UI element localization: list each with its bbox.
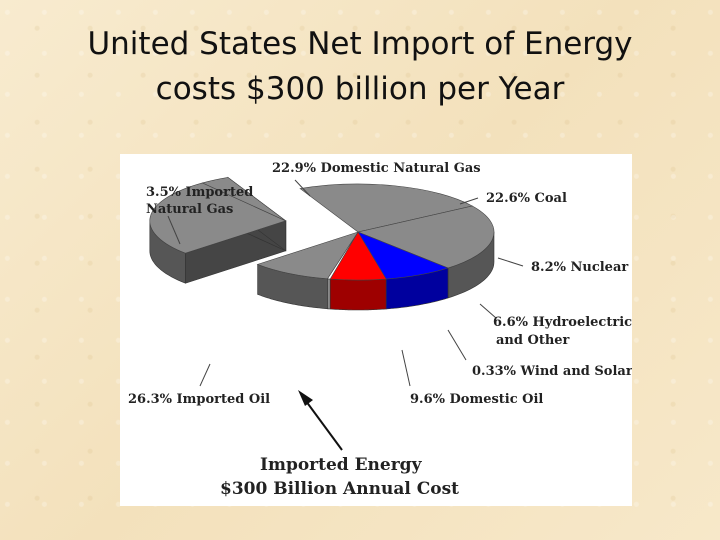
label-domestic-oil: 9.6% Domestic Oil xyxy=(410,392,543,407)
leader-wind-solar xyxy=(447,329,467,361)
leader-natural-gas xyxy=(294,179,311,197)
leader-imported-gas xyxy=(167,215,181,245)
slice-9-6-domestic-oil xyxy=(256,231,359,280)
arrow-icon xyxy=(298,390,343,451)
slice-3-5-imported xyxy=(201,177,286,222)
leader-imported-oil xyxy=(199,363,211,387)
annotation-line-2: $300 Billion Annual Cost xyxy=(220,479,459,499)
label-hydroelectric-line2: and Other xyxy=(496,333,570,348)
pie-chart: 22.9% Domestic Natural Gas 22.6% Coal 8.… xyxy=(128,161,632,499)
label-imported-natural-gas: 3.5% Imported xyxy=(146,185,253,200)
label-wind-solar: 0.33% Wind and Solar xyxy=(472,364,632,379)
label-coal: 22.6% Coal xyxy=(486,191,567,206)
label-nuclear: 8.2% Nuclear xyxy=(531,260,628,275)
annotation-line-1: Imported Energy xyxy=(260,455,423,475)
label-hydroelectric: 6.6% Hydroelectric xyxy=(493,315,632,330)
slice-22-6-coal xyxy=(356,205,495,269)
slice-side-6-6-hydroelectric xyxy=(329,278,387,311)
leader-nuclear xyxy=(497,257,524,267)
slice-22-9-domestic-natural-gas xyxy=(299,183,474,233)
slide-title: United States Net Import of Energy costs… xyxy=(0,22,720,112)
leader-hydro xyxy=(479,303,497,319)
label-imported-natural-gas-line2: Natural Gas xyxy=(146,202,233,217)
label-imported-oil: 26.3% Imported Oil xyxy=(128,392,270,407)
pie-tops xyxy=(149,177,495,281)
slice-side-0-33-wind-and-solar xyxy=(327,278,331,310)
leader-lines xyxy=(167,179,524,387)
leader-coal xyxy=(459,197,479,205)
slice-26-3-imported-oil xyxy=(149,182,287,254)
title-line-2: costs $300 billion per Year xyxy=(155,71,565,107)
label-domestic-natural-gas: 22.9% Domestic Natural Gas xyxy=(272,161,481,176)
leader-domestic-oil xyxy=(401,349,411,387)
chart-panel: 22.9% Domestic Natural Gas 22.6% Coal 8.… xyxy=(120,154,632,506)
title-line-1: United States Net Import of Energy xyxy=(87,26,633,62)
